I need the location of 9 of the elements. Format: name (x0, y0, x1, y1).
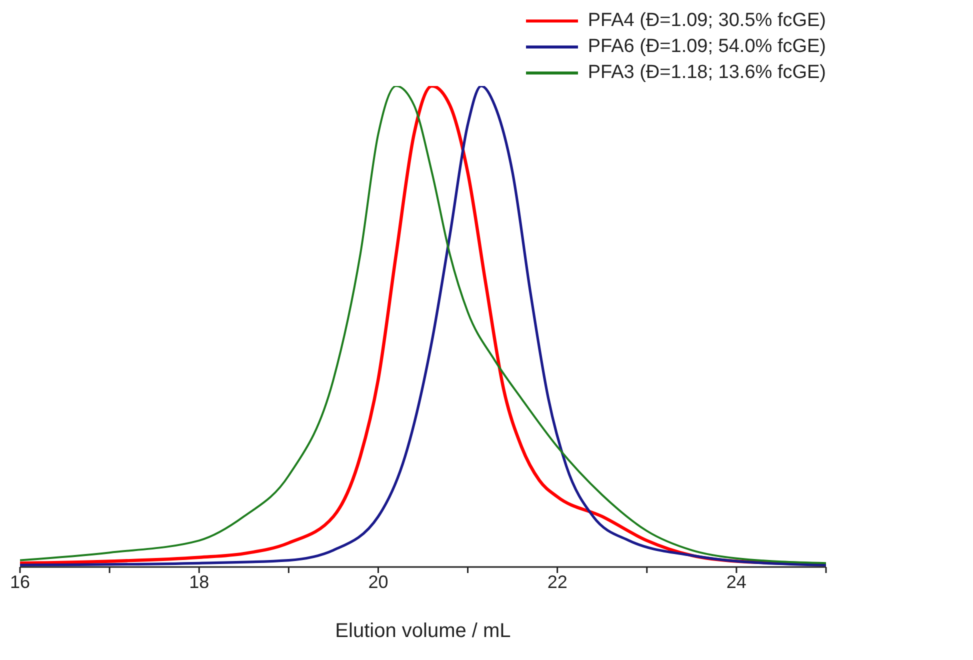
x-axis-title: Elution volume / mL (335, 620, 511, 642)
x-tick-label: 22 (547, 572, 568, 592)
legend-label: PFA3 (Đ=1.18; 13.6% fcGE) (588, 61, 826, 85)
x-tick-label: 18 (189, 572, 210, 592)
x-tick-label: 24 (726, 572, 746, 592)
legend-label: PFA6 (Đ=1.09; 54.0% fcGE) (588, 35, 826, 59)
legend-label: PFA4 (Đ=1.09; 30.5% fcGE) (588, 9, 826, 33)
x-tick-label: 20 (368, 572, 388, 592)
x-tick-label: 16 (10, 572, 30, 592)
